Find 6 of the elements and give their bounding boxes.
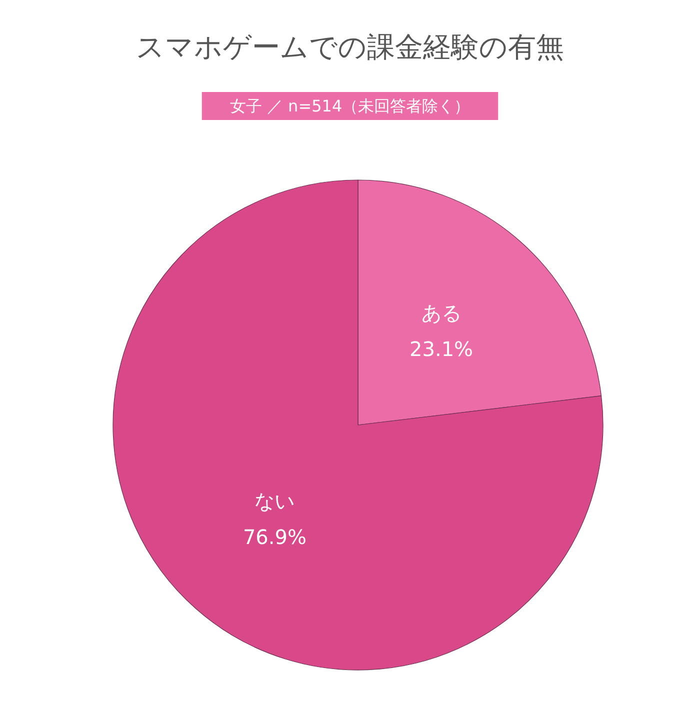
chart-title: スマホゲームでの課金経験の有無	[136, 30, 564, 64]
slice-label: ない	[254, 488, 295, 513]
chart-subtitle: 女子 ／ n=514（未回答者除く）	[230, 96, 470, 116]
data-label: 76.9%	[242, 524, 306, 549]
data-label: 23.1%	[410, 337, 474, 362]
slice-label: ある	[421, 301, 462, 326]
